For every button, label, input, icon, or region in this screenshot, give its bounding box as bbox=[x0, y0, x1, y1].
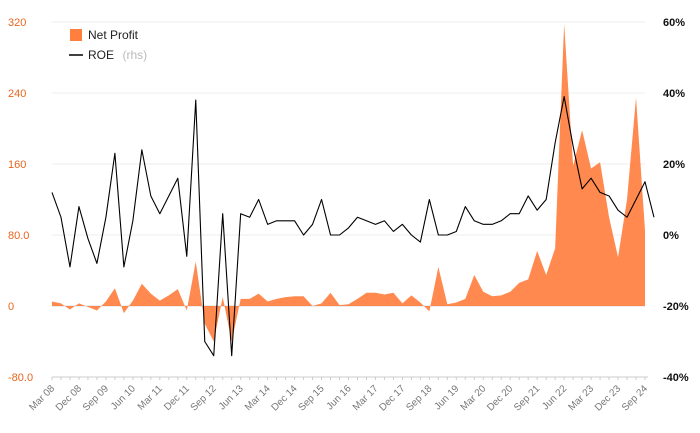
x-tick-label: Sep 21 bbox=[512, 383, 542, 413]
legend: Net Profit ROE (rhs) bbox=[69, 28, 147, 63]
x-tick-label: Jun 19 bbox=[432, 383, 461, 412]
x-tick-label: Jun 22 bbox=[540, 383, 569, 412]
right-axis: 60% 40% 20% 0% -20% -40% bbox=[663, 17, 689, 384]
x-tick-label: Sep 12 bbox=[189, 383, 219, 413]
legend-label-net-profit: Net Profit bbox=[88, 28, 139, 42]
x-tick-label: Jun 13 bbox=[217, 383, 246, 412]
left-tick-label: 80.0 bbox=[8, 230, 29, 242]
x-tick-label: Dec 14 bbox=[270, 383, 300, 413]
left-tick-label: 240 bbox=[8, 88, 26, 100]
x-tick-label: Mar 23 bbox=[566, 383, 596, 413]
legend-roe-text: ROE bbox=[88, 48, 114, 62]
x-tick-label: Sep 15 bbox=[296, 383, 326, 413]
x-tick-label: Sep 09 bbox=[81, 383, 111, 413]
left-tick-label: 160 bbox=[8, 159, 26, 171]
x-tick-label: Dec 11 bbox=[162, 383, 192, 413]
roe-series bbox=[51, 96, 655, 357]
right-tick-label: -40% bbox=[663, 372, 689, 384]
left-axis: 320 240 160 80.0 0 -80.0 bbox=[8, 17, 33, 384]
x-tick-label: Dec 23 bbox=[593, 383, 623, 413]
net-profit-area bbox=[52, 23, 645, 342]
legend-roe-suffix: (rhs) bbox=[122, 48, 147, 62]
gridlines bbox=[52, 21, 645, 378]
net-profit-series bbox=[52, 23, 645, 342]
x-tick-label: Mar 20 bbox=[459, 383, 489, 413]
right-tick-label: 20% bbox=[663, 159, 685, 171]
roe-line bbox=[51, 96, 655, 357]
right-tick-label: -20% bbox=[663, 301, 689, 313]
x-tick-label: Jun 10 bbox=[109, 383, 138, 412]
x-tick-label: Dec 17 bbox=[377, 383, 407, 413]
x-tick-label: Mar 17 bbox=[351, 383, 381, 413]
right-tick-label: 0% bbox=[663, 230, 679, 242]
left-tick-label: -80.0 bbox=[8, 372, 33, 384]
x-tick-label: Mar 11 bbox=[136, 383, 166, 413]
x-tick-label: Mar 08 bbox=[27, 383, 57, 413]
x-tick-label: Sep 18 bbox=[404, 383, 434, 413]
right-tick-label: 40% bbox=[663, 88, 685, 100]
x-tick-label: Dec 08 bbox=[54, 383, 84, 413]
x-tick-label: Jun 16 bbox=[325, 383, 354, 412]
legend-label-roe: ROE (rhs) bbox=[88, 46, 147, 63]
left-tick-label: 320 bbox=[8, 17, 26, 29]
legend-swatch-net-profit bbox=[70, 29, 82, 41]
x-tick-label: Dec 20 bbox=[485, 383, 515, 413]
x-tick-label: Sep 24 bbox=[620, 383, 650, 413]
right-tick-label: 60% bbox=[663, 17, 685, 29]
left-tick-label: 0 bbox=[8, 301, 14, 313]
x-tick-label: Mar 14 bbox=[243, 383, 273, 413]
